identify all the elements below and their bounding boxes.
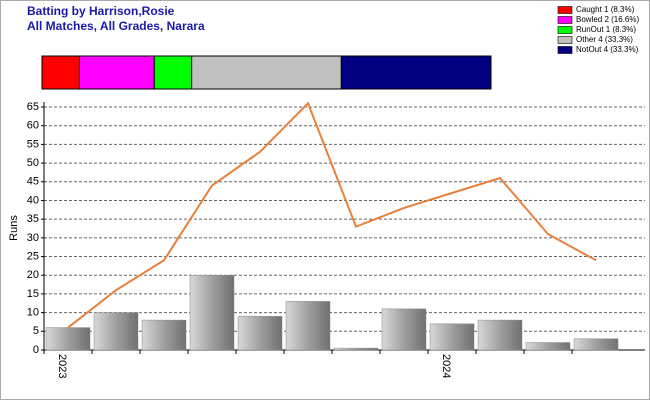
y-tick-label: 40 xyxy=(27,194,39,206)
bar xyxy=(141,319,187,351)
legend-swatch xyxy=(557,6,573,14)
legend-swatch xyxy=(557,16,573,24)
bar xyxy=(525,342,571,351)
bar xyxy=(381,308,427,351)
proportion-segment xyxy=(191,55,342,90)
legend-label: NotOut 4 (33.3%) xyxy=(576,45,639,54)
y-tick-label: 15 xyxy=(27,288,39,300)
legend-label: Bowled 2 (16.6%) xyxy=(576,15,639,24)
y-tick-label: 60 xyxy=(27,120,39,132)
y-tick-label: 30 xyxy=(27,232,39,244)
legend-label: Caught 1 (8.3%) xyxy=(576,5,635,14)
x-tick-label: 2024 xyxy=(440,354,452,378)
y-tick-label: 55 xyxy=(27,138,39,150)
proportion-segment xyxy=(41,55,80,90)
chart-title: Batting by Harrison,Rosie xyxy=(27,4,175,18)
y-tick-label: 35 xyxy=(27,213,39,225)
bar xyxy=(285,301,331,351)
y-tick-label: 0 xyxy=(33,344,39,356)
bar xyxy=(189,274,235,351)
y-tick-label: 25 xyxy=(27,250,39,262)
y-axis-label: Runs xyxy=(8,215,20,241)
x-tick-label: 2023 xyxy=(56,354,68,378)
bar xyxy=(45,327,91,351)
legend-label: Other 4 (33.3%) xyxy=(576,35,633,44)
bar xyxy=(429,323,475,351)
chart-subtitle: All Matches, All Grades, Narara xyxy=(27,19,205,33)
bar xyxy=(477,319,523,351)
proportion-segment xyxy=(153,55,193,90)
y-tick-label: 45 xyxy=(27,176,39,188)
bar xyxy=(93,312,139,351)
bar xyxy=(237,316,283,351)
proportion-segment xyxy=(78,55,155,90)
line xyxy=(67,101,597,329)
y-tick-label: 20 xyxy=(27,269,39,281)
y-tick-label: 50 xyxy=(27,157,39,169)
bar xyxy=(333,347,379,351)
legend-swatch xyxy=(557,26,573,34)
y-tick-label: 10 xyxy=(27,307,39,319)
proportion-segment xyxy=(340,55,492,90)
bar xyxy=(573,338,619,351)
y-tick-label: 65 xyxy=(27,101,39,113)
legend-label: RunOut 1 (8.3%) xyxy=(576,25,636,34)
legend-swatch xyxy=(557,36,573,44)
y-tick-label: 5 xyxy=(33,325,39,337)
legend-swatch xyxy=(557,46,573,54)
